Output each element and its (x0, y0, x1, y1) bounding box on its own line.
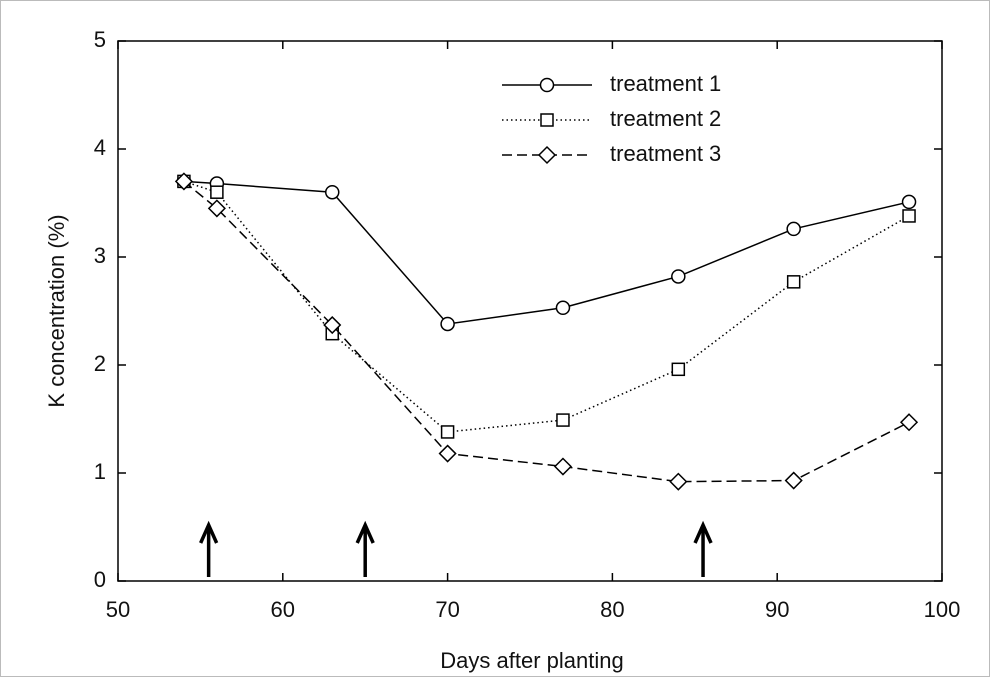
marker (901, 194, 917, 210)
marker (553, 457, 573, 476)
y-tick-label: 2 (94, 351, 106, 376)
x-tick-label: 70 (435, 597, 459, 622)
marker (902, 209, 916, 223)
marker (207, 199, 226, 218)
x-tick-label: 60 (271, 597, 295, 622)
legend-label: treatment 3 (610, 141, 721, 166)
legend-label: treatment 2 (610, 106, 721, 131)
marker (784, 471, 803, 490)
marker (324, 184, 340, 200)
marker (323, 315, 342, 335)
event-arrow-head (199, 520, 219, 544)
marker (671, 362, 686, 377)
event-arrow-head (693, 520, 713, 544)
marker (786, 275, 801, 289)
marker (556, 413, 570, 427)
legend-marker (539, 77, 555, 93)
legend-marker (540, 113, 554, 127)
y-tick-label: 0 (94, 567, 106, 592)
legend-marker (537, 145, 557, 165)
marker (555, 300, 571, 316)
marker (786, 221, 801, 237)
marker (669, 472, 688, 491)
x-tick-label: 100 (924, 597, 961, 622)
y-tick-label: 5 (94, 27, 106, 52)
x-tick-label: 90 (765, 597, 789, 622)
x-tick-label: 80 (600, 597, 624, 622)
marker (438, 444, 457, 463)
series-line (183, 180, 910, 483)
marker (210, 185, 224, 199)
legend-label: treatment 1 (610, 71, 721, 96)
marker (440, 316, 455, 332)
x-tick-label: 50 (106, 597, 130, 622)
y-tick-label: 4 (94, 135, 106, 160)
marker (440, 425, 455, 439)
y-tick-label: 3 (94, 243, 106, 268)
plot-frame (117, 40, 943, 582)
marker (671, 269, 686, 284)
series-line (183, 180, 910, 325)
y-axis-title: K concentration (%) (44, 214, 69, 407)
marker (174, 172, 193, 191)
x-axis-title: Days after planting (440, 648, 623, 673)
marker (899, 413, 919, 432)
y-tick-label: 1 (94, 459, 106, 484)
event-arrow-head (355, 520, 375, 544)
